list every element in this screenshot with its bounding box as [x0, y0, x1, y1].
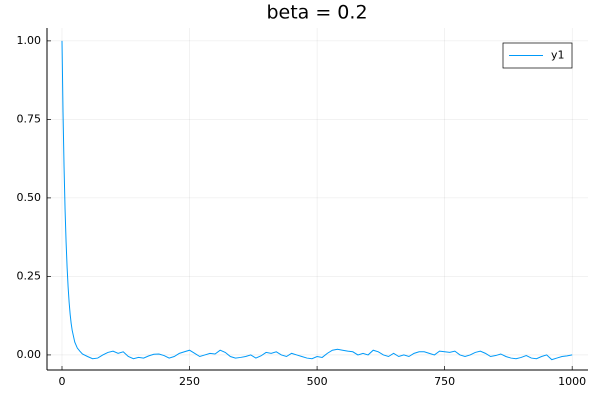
x-tick-label: 0 [58, 375, 65, 388]
x-tick-label: 250 [179, 375, 200, 388]
y-tick-label: 0.00 [17, 348, 42, 361]
y-tick-label: 1.00 [17, 34, 42, 47]
legend-label: y1 [551, 49, 565, 62]
y-tick-label: 0.25 [17, 269, 42, 282]
y-tick-label: 0.50 [17, 191, 42, 204]
x-tick-label: 750 [434, 375, 455, 388]
x-tick-label: 1000 [558, 375, 586, 388]
chart-title: beta = 0.2 [266, 2, 367, 24]
line [61, 40, 573, 361]
x-tick-label: 500 [307, 375, 328, 388]
y-tick-label: 0.75 [17, 112, 42, 125]
